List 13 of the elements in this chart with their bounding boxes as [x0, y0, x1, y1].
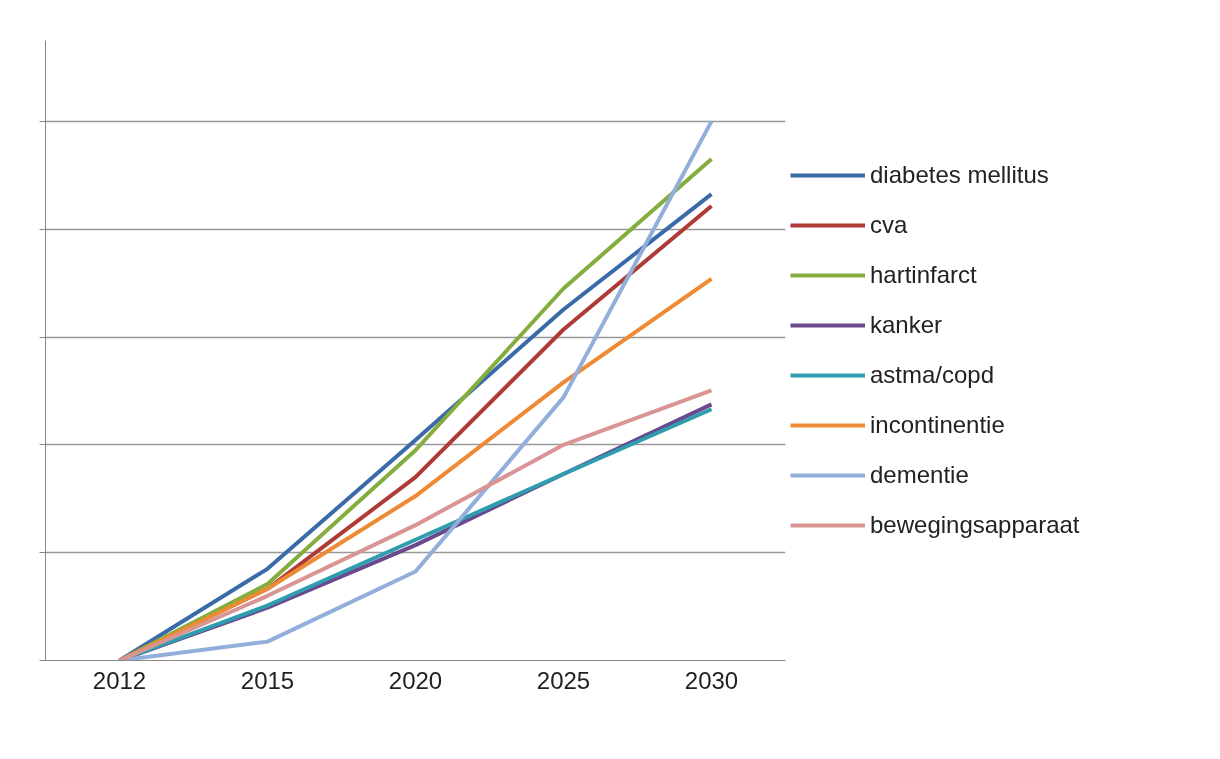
legend-label: dementie [870, 461, 969, 489]
legend-label: astma/copd [870, 361, 995, 389]
legend-label: kanker [870, 311, 943, 339]
x-tick-label: 2030 [684, 666, 739, 694]
x-tick-label: 2020 [388, 666, 443, 694]
legend-label: incontinentie [870, 411, 1005, 439]
legend-label: diabetes mellitus [870, 161, 1049, 189]
legend-label: cva [870, 211, 908, 239]
legend-label: bewegingsapparaat [870, 511, 1080, 539]
x-tick-label: 2025 [536, 666, 591, 694]
x-tick-label: 2015 [240, 666, 295, 694]
legend-label: hartinfarct [870, 261, 977, 289]
x-tick-label: 2012 [92, 666, 147, 694]
